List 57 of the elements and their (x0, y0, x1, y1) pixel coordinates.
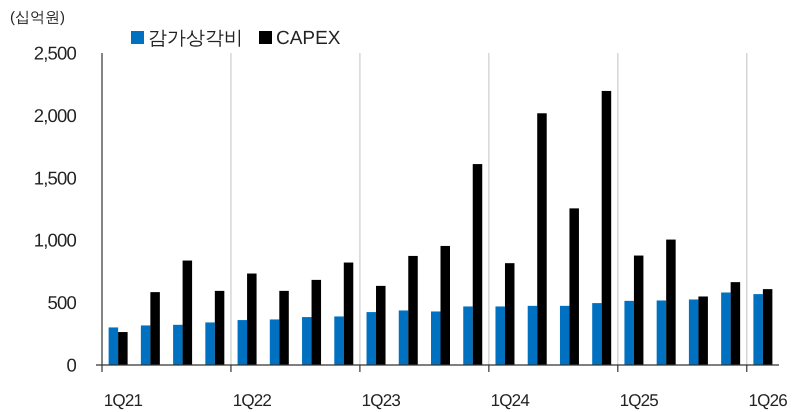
bar (656, 300, 666, 365)
bar (592, 303, 602, 365)
x-tick-label: 1Q23 (362, 391, 400, 410)
bar (688, 299, 698, 365)
bar (214, 290, 224, 365)
bar (560, 306, 570, 365)
y-tick-label: 2,000 (34, 104, 77, 126)
x-tick-label: 1Q24 (490, 391, 530, 410)
bar (398, 310, 408, 365)
bar (408, 256, 418, 365)
bar (344, 262, 354, 365)
bar (238, 320, 248, 365)
bar (173, 324, 183, 365)
x-tick-label: 1Q22 (232, 391, 272, 410)
bar (302, 317, 312, 365)
bar (472, 164, 482, 365)
bar (312, 280, 322, 365)
y-tick-label: 1,000 (34, 230, 77, 251)
x-tick-label: 1Q21 (104, 391, 142, 410)
bar (108, 327, 118, 365)
bar (634, 256, 644, 365)
bar (463, 306, 473, 365)
bar (495, 306, 505, 365)
bar (602, 90, 612, 365)
bar (431, 311, 440, 365)
bar (440, 246, 450, 365)
y-tick-label: 500 (48, 292, 77, 314)
y-axis-title: (십억원) (10, 9, 65, 26)
y-tick-label: 1,500 (34, 167, 77, 188)
bar (205, 322, 215, 365)
y-tick-label: 2,500 (34, 42, 77, 64)
x-tick-label: 1Q25 (620, 391, 658, 410)
bar (730, 282, 740, 365)
bar (334, 316, 344, 365)
bar (140, 325, 150, 365)
bar (624, 300, 634, 365)
bar (279, 290, 289, 365)
x-tick-label: 1Q26 (748, 391, 788, 410)
bar (247, 274, 257, 365)
legend-label: CAPEX (276, 28, 341, 49)
bar (698, 296, 708, 365)
bar (182, 260, 192, 365)
bar (366, 312, 376, 365)
bar (753, 294, 763, 365)
bar (376, 286, 386, 365)
y-tick-label: 0 (66, 354, 76, 376)
legend-label: 감가상각비 (148, 28, 243, 49)
bar (666, 240, 676, 365)
bar (118, 332, 128, 365)
bar (537, 113, 547, 365)
bar (504, 263, 514, 365)
bar (150, 292, 160, 365)
bar (569, 208, 579, 365)
bar (721, 292, 731, 365)
bar (270, 319, 280, 365)
bar (762, 289, 772, 365)
bar (528, 306, 538, 365)
